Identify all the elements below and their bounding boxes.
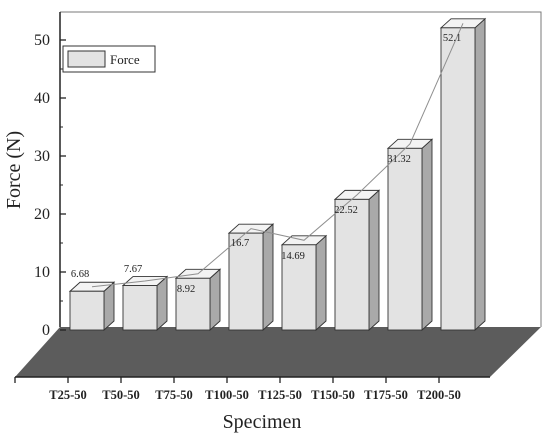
legend-label: Force (110, 52, 140, 67)
bar-T175-50 (386, 138, 434, 332)
x-axis-title: Specimen (223, 411, 302, 433)
bar-T125-50 (280, 234, 328, 332)
data-label-T175-50: 31.32 (387, 154, 411, 165)
legend: Force (62, 45, 156, 73)
data-label-T150-50: 22.52 (334, 205, 358, 216)
x-tick-label: T150-50 (311, 388, 355, 402)
x-tick-label: T100-50 (205, 388, 249, 402)
bar-side-face (368, 189, 380, 332)
data-label-T125-50: 14.69 (281, 251, 305, 262)
y-tick-label: 10 (34, 264, 50, 281)
x-tick-label: T25-50 (49, 388, 87, 402)
bar-T150-50 (333, 189, 381, 332)
x-tick-label: T50-50 (102, 388, 140, 402)
bar-side-face (209, 268, 221, 332)
bar-front-face (69, 290, 105, 331)
data-label-T25-50: 6.68 (71, 269, 89, 280)
y-tick-label: 0 (42, 322, 50, 339)
data-label-T200-50: 52.1 (443, 33, 461, 44)
bar-T50-50 (121, 275, 169, 332)
data-label-T50-50: 7.67 (124, 264, 142, 275)
x-tick-label: T75-50 (155, 388, 193, 402)
x-tick-label: T125-50 (258, 388, 302, 402)
bar-side-face (315, 234, 327, 332)
x-axis-ticks: T25-50 T50-50 T75-50 T100-50 T125-50 T150-50 T… (14, 377, 461, 402)
y-axis-ticks: 0 10 20 30 40 50 (34, 32, 66, 339)
bar-front-face (440, 27, 476, 331)
bar-T100-50 (227, 223, 275, 332)
plot-frame (59, 11, 542, 327)
trend-line (91, 23, 464, 288)
bar-T75-50 (174, 268, 222, 332)
trend-line-group (91, 23, 464, 288)
bar-side-face (474, 17, 486, 332)
bar-front-face (387, 147, 423, 331)
x-tick-label: T175-50 (364, 388, 408, 402)
bar-front-face (175, 277, 211, 331)
x-tick-label: T200-50 (417, 388, 461, 402)
bar-front-face (334, 198, 370, 331)
y-tick-label: 40 (34, 90, 50, 107)
bar-front-face (122, 285, 158, 331)
y-tick-label: 30 (34, 148, 50, 165)
bar-side-face (262, 223, 274, 332)
bar-T200-50 (439, 17, 487, 332)
bar-T25-50 (68, 281, 116, 332)
y-axis-title: Force (N) (3, 131, 25, 209)
legend-swatch (67, 50, 106, 68)
bars (68, 17, 487, 332)
floor-plane (15, 327, 541, 377)
data-label-T100-50: 16.7 (231, 238, 249, 249)
bar-front-face (281, 244, 317, 331)
y-tick-label: 20 (34, 206, 50, 223)
data-labels: 6.68 7.67 8.92 16.7 14.69 22.52 31.32 52.1 (71, 33, 461, 295)
back-wall-frame (60, 11, 542, 327)
data-label-T75-50: 8.92 (177, 284, 195, 295)
bar-side-face (421, 138, 433, 332)
y-tick-label: 50 (34, 32, 50, 49)
bar-front-face (228, 232, 264, 331)
